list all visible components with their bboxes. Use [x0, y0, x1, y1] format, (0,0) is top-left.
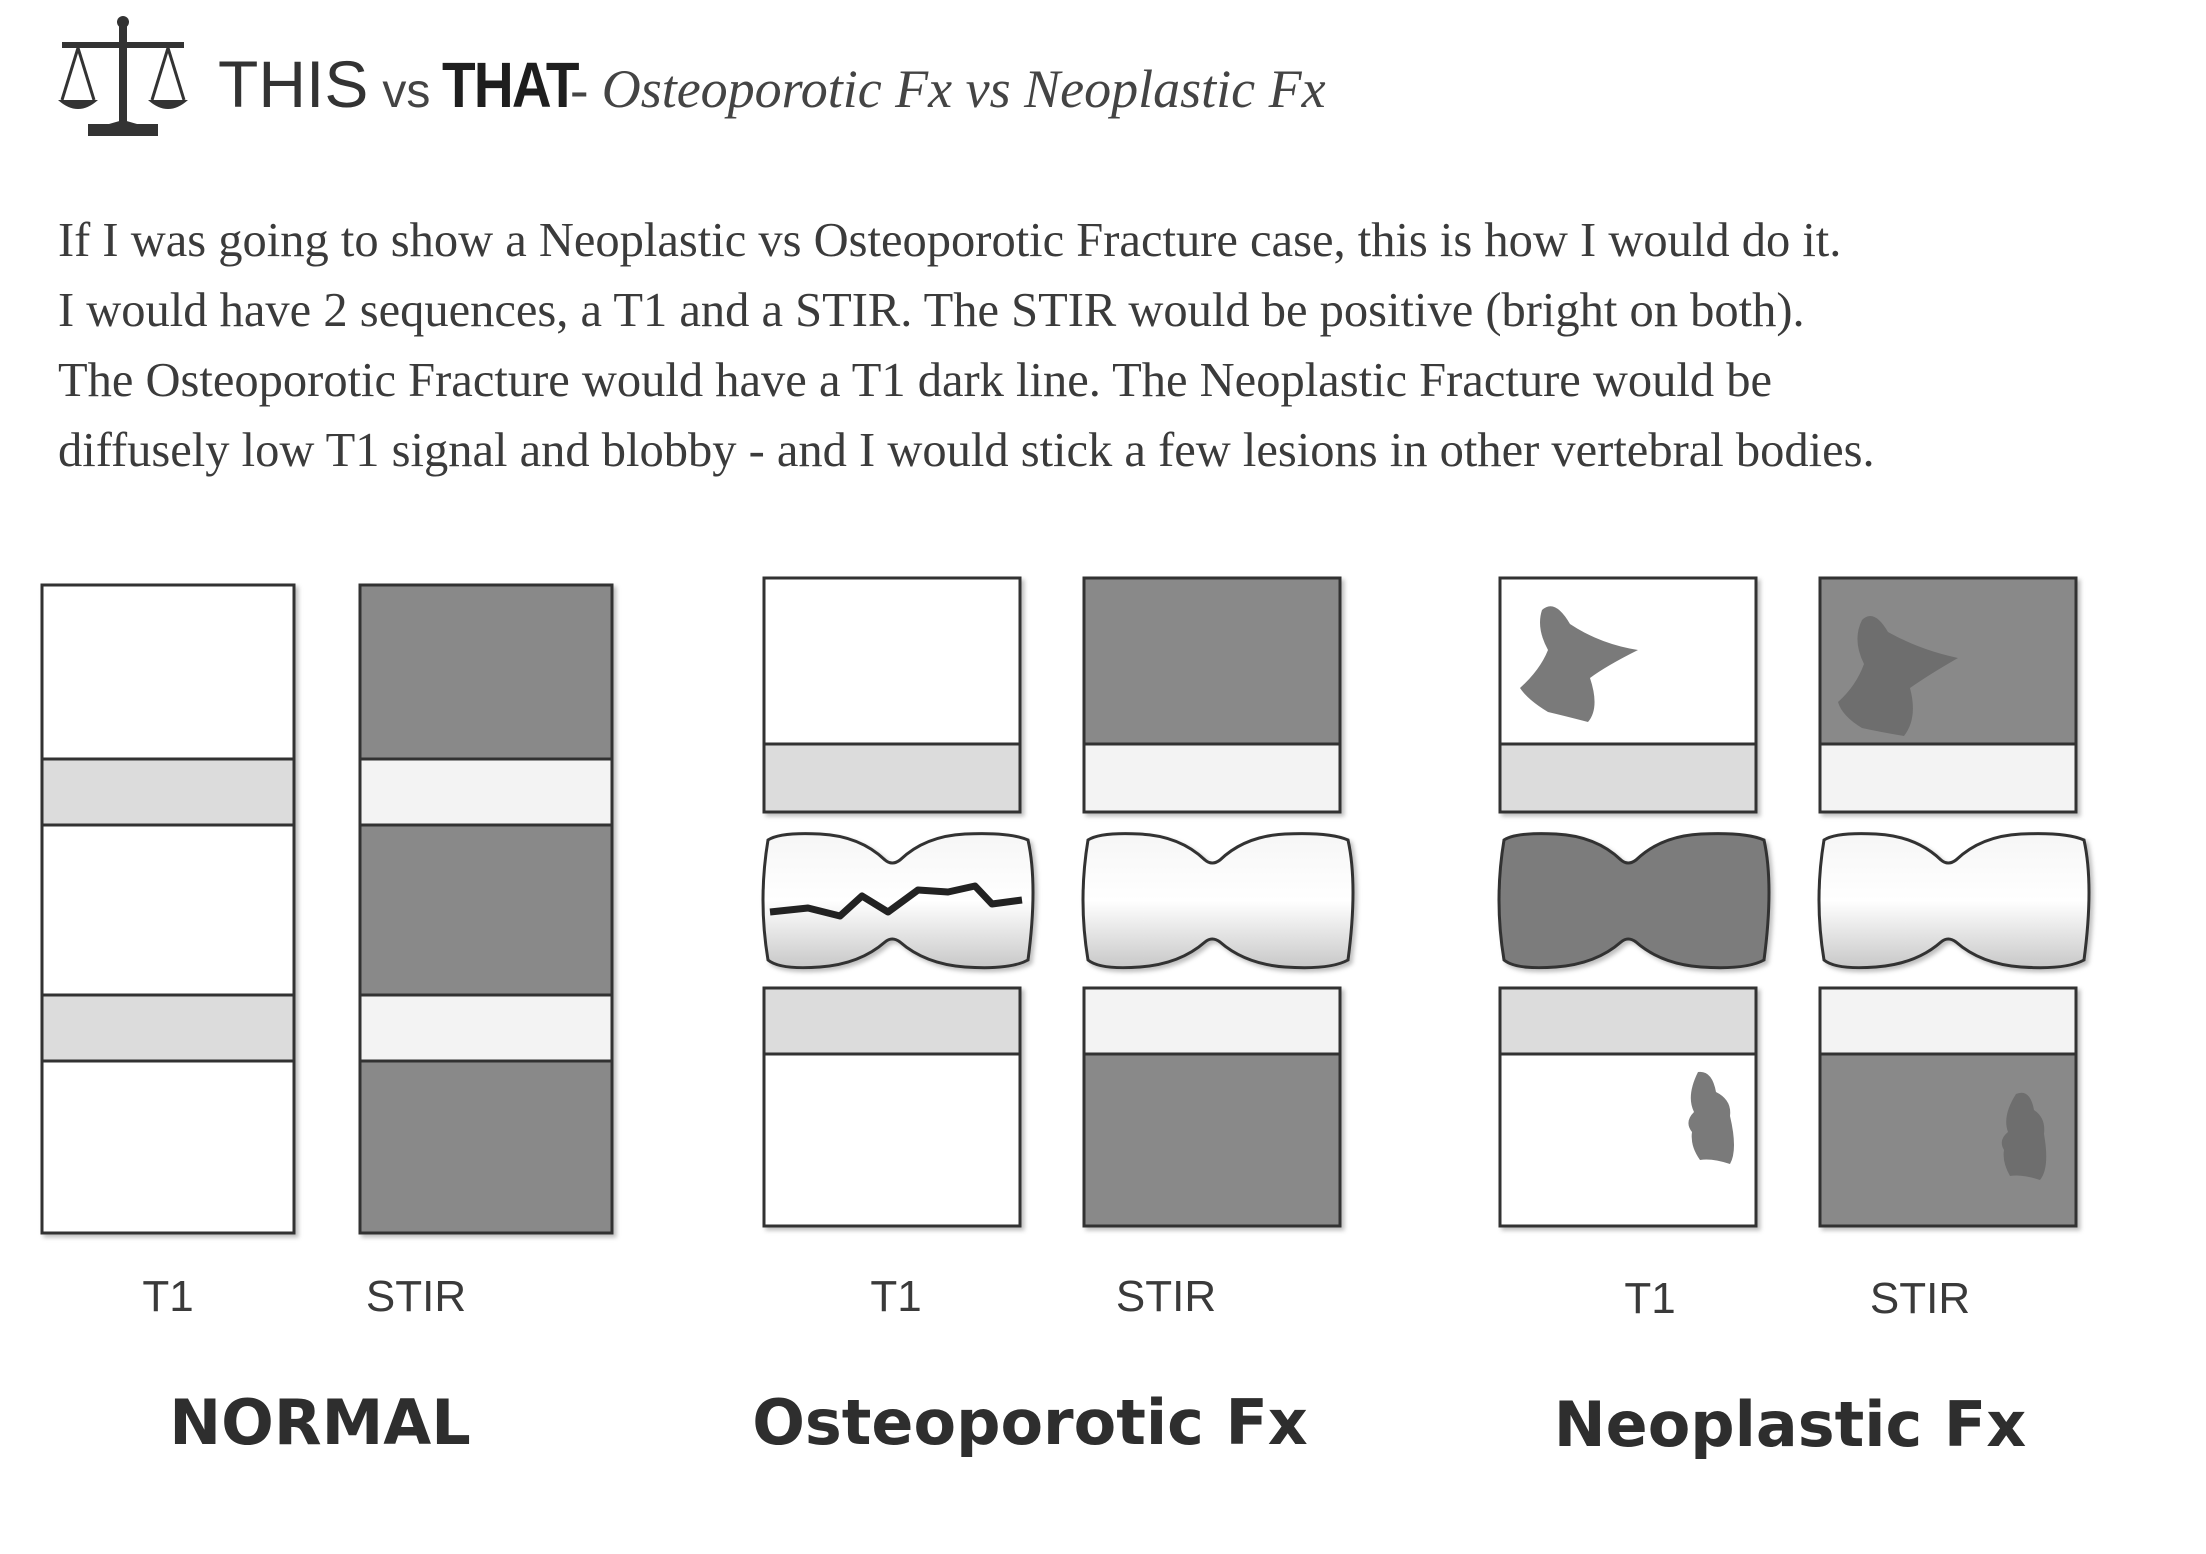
fracture-line — [769, 882, 1023, 920]
disc — [1818, 742, 2078, 814]
vertebral-body — [762, 576, 1022, 746]
seq-label-t1: T1 — [1624, 1274, 1676, 1323]
intro-line: I would have 2 sequences, a T1 and a STI… — [58, 284, 1805, 337]
intro-line: diffusely low T1 signal and blobby - and… — [58, 424, 1875, 477]
osteoporotic-stir-column — [1081, 576, 1355, 1228]
collapsed-vertebra — [1497, 832, 1771, 970]
disc — [1818, 986, 2078, 1056]
normal-stir-column — [358, 583, 614, 1235]
seq-label-stir: STIR — [365, 1272, 467, 1321]
vertebral-body — [40, 583, 296, 761]
disc — [1082, 986, 1342, 1056]
page-title: THIS vs THAT- Osteoporotic Fx vs Neoplasti… — [218, 46, 1326, 122]
seq-label-stir: STIR — [1115, 1272, 1217, 1321]
normal-t1-column — [40, 583, 296, 1235]
vertebral-body — [1498, 576, 1758, 746]
seq-label-t1: T1 — [870, 1272, 922, 1321]
seq-label-stir: STIR — [1869, 1274, 1971, 1323]
neoplastic-stir-column — [1817, 576, 2091, 1228]
disc — [762, 986, 1022, 1056]
lesion — [1838, 616, 1958, 736]
intro-line: If I was going to show a Neoplastic vs O… — [58, 214, 1842, 267]
collapsed-vertebra — [1817, 832, 2091, 970]
lesion — [2001, 1092, 2047, 1180]
disc — [762, 742, 1022, 814]
intro-line: The Osteoporotic Fracture would have a T… — [58, 354, 1773, 407]
vertebral-body — [358, 1059, 614, 1235]
vertebral-body — [762, 1052, 1022, 1228]
header: THIS vs THAT- Osteoporotic Fx vs Neoplasti… — [58, 14, 2158, 144]
vertebral-body — [1082, 1052, 1342, 1228]
disc — [40, 757, 296, 827]
intro-paragraph: If I was going to show a Neoplastic vs O… — [58, 206, 2188, 486]
disc — [1082, 742, 1342, 814]
disc — [1498, 986, 1758, 1056]
disc — [40, 993, 296, 1063]
group-label-neoplastic: Neoplastic Fx — [1553, 1388, 2027, 1461]
vertebral-body — [40, 823, 296, 997]
spine-diagram: T1 STIR T1 STIR T1 STIR NORMAL Osteoporo… — [0, 540, 2206, 1554]
vertebral-body — [1082, 576, 1342, 746]
neoplastic-t1-column — [1497, 576, 1771, 1228]
title-that: THAT — [442, 49, 579, 121]
vertebral-body — [358, 583, 614, 761]
disc — [358, 757, 614, 827]
lesion — [1520, 606, 1638, 722]
osteoporotic-t1-column — [761, 576, 1035, 1228]
group-label-normal: NORMAL — [169, 1386, 471, 1459]
vertebral-body — [40, 1059, 296, 1235]
disc — [358, 993, 614, 1063]
subtitle: - Osteoporotic Fx vs Neoplastic Fx — [570, 59, 1326, 119]
disc — [1498, 742, 1758, 814]
title-vs: vs — [382, 65, 431, 118]
vertebra-illustrations — [40, 576, 2091, 1235]
seq-label-t1: T1 — [142, 1272, 194, 1321]
collapsed-vertebra — [1081, 832, 1355, 970]
balance-scale-icon — [58, 16, 188, 136]
lesion — [1688, 1071, 1734, 1164]
vertebral-body — [358, 823, 614, 997]
title-this: THIS — [218, 47, 369, 121]
group-label-osteoporotic: Osteoporotic Fx — [752, 1386, 1308, 1459]
